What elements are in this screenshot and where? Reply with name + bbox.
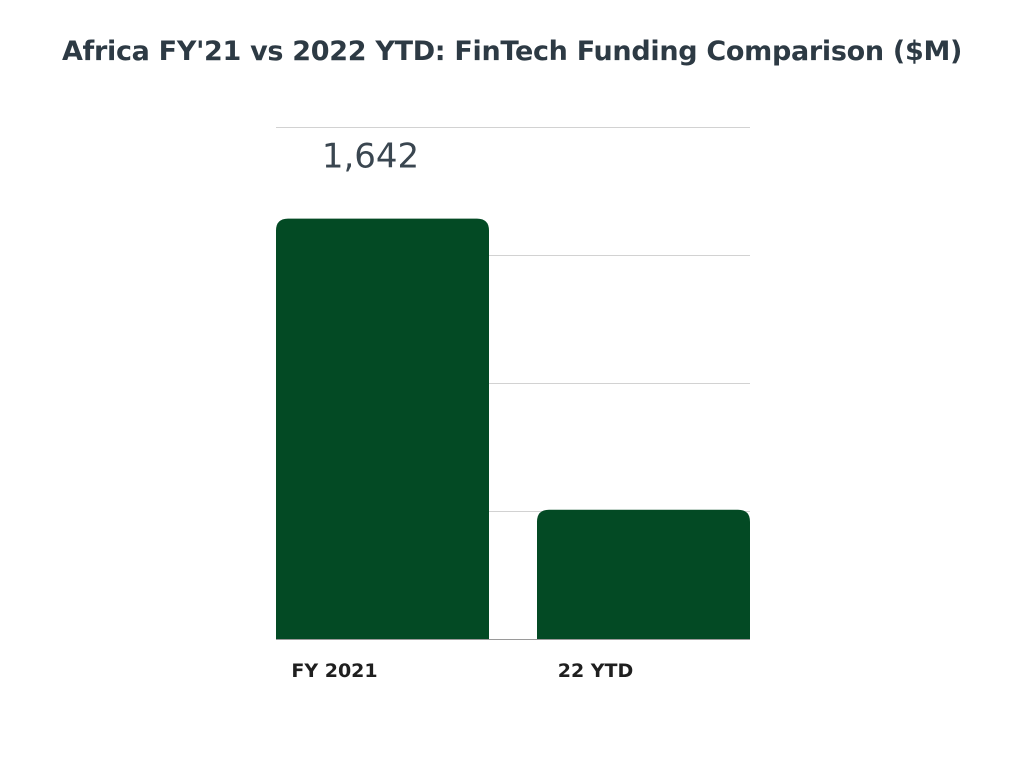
x-tick-label: 22 YTD	[558, 660, 634, 682]
data-label: 1,642	[322, 137, 419, 177]
data-labels: 1,642	[322, 137, 419, 177]
bar-22-ytd	[537, 509, 750, 639]
bar-fy-2021	[276, 218, 489, 639]
x-tick-label: FY 2021	[291, 660, 377, 682]
bars	[276, 218, 750, 639]
x-tick-labels: FY 2021 22 YTD	[291, 660, 633, 682]
chart-title: Africa FY'21 vs 2022 YTD: FinTech Fundin…	[61, 36, 963, 67]
